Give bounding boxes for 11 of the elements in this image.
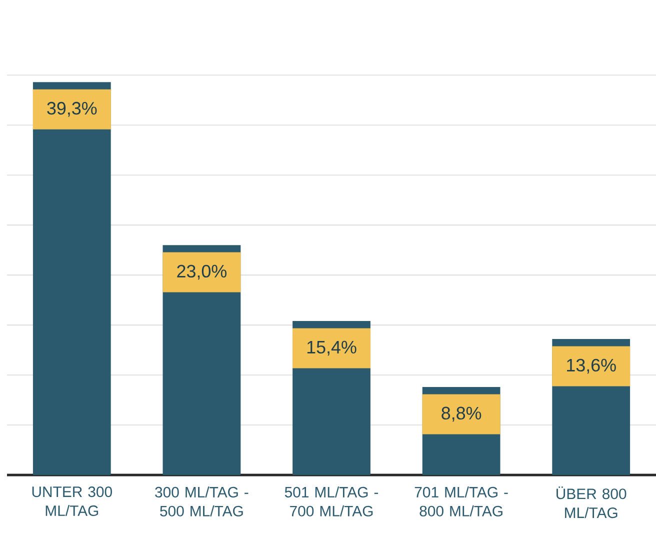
data-label: 23,0% [177, 264, 226, 280]
x-tick-label: 501 ML/TAG - 700 ML/TAG [284, 486, 378, 516]
x-tick-label: 300 ML/TAG - 500 ML/TAG [155, 486, 248, 516]
x-tick-label: ÜBER 800 ML/TAG [556, 486, 626, 518]
data-label: 15,4% [307, 340, 356, 356]
bar [32, 82, 111, 475]
data-label: 39,3% [47, 102, 97, 117]
x-tick-label: 701 ML/TAG - 800 ML/TAG [414, 486, 508, 516]
x-tick-label: UNTER 300 ML/TAG [32, 486, 112, 516]
data-label: 13,6% [567, 358, 616, 374]
data-label: 8,8% [442, 406, 482, 422]
